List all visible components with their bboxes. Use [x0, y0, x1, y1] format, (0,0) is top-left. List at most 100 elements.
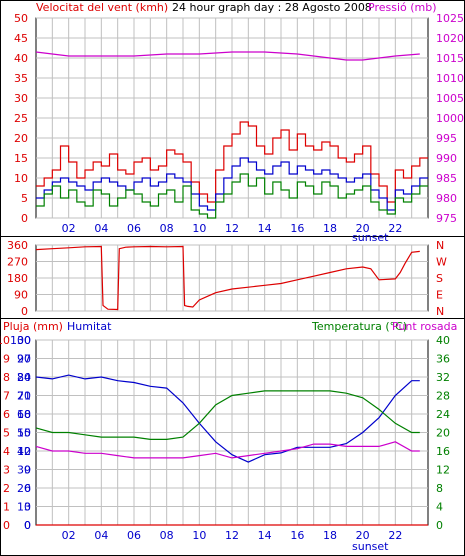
temperature-right-tick-label: 8 — [436, 482, 443, 495]
humidity-line — [35, 374, 420, 463]
pressure-tick-label: 1020 — [436, 32, 464, 45]
rain-tick-label: 2 — [3, 482, 10, 495]
hour-tick-label-bottom: 04 — [94, 529, 108, 542]
temperature-right-tick-label: 20 — [436, 427, 450, 440]
temperature-left-tick-label: 30 — [17, 334, 31, 347]
hour-tick-label-top: 20 — [356, 222, 370, 235]
hour-tick-label-top: 12 — [225, 222, 239, 235]
wind-direction-degree-label: 0 — [21, 305, 28, 318]
hour-tick-label-top: 06 — [127, 222, 141, 235]
wind-speed-tick-label: 20 — [14, 132, 28, 145]
compass-point-label: W — [436, 256, 447, 269]
humidity-tick-label: 30 — [17, 464, 31, 477]
temperature-right-tick-label: 4 — [436, 501, 443, 514]
hour-tick-label-top: 14 — [258, 222, 272, 235]
wind-average-line — [36, 157, 428, 211]
temperature-right-tick-label: 24 — [436, 408, 450, 421]
temperature-right-tick-label: 40 — [436, 334, 450, 347]
hour-tick-label-bottom: 08 — [160, 529, 174, 542]
wind-speed-tick-label: 25 — [14, 112, 28, 125]
hour-tick-label-top: 18 — [323, 222, 337, 235]
humidity-tick-label: 100 — [10, 334, 31, 347]
temperature-line — [35, 390, 420, 440]
rain-tick-label: 10 — [0, 334, 10, 347]
humidity-tick-label: 50 — [17, 427, 31, 440]
pressure-tick-label: 1005 — [436, 92, 464, 105]
hour-tick-label-bottom: 14 — [258, 529, 272, 542]
hour-tick-label-top: 08 — [160, 222, 174, 235]
rain-tick-label: 4 — [3, 445, 10, 458]
pressure-tick-label: 995 — [436, 132, 457, 145]
hour-tick-label-bottom: 12 — [225, 529, 239, 542]
wind-speed-tick-label: 50 — [14, 12, 28, 25]
pressure-axis-title: Pressió (mb) — [368, 1, 437, 14]
wind-direction-degree-label: 90 — [14, 289, 28, 302]
temperature-left-tick-label: 3 — [24, 501, 31, 514]
humidity-tick-label: 10 — [17, 501, 31, 514]
wind-speed-axis-title: Velocitat del vent (kmh) — [36, 1, 168, 14]
wind-direction-line — [35, 245, 420, 311]
rain-tick-label: 5 — [3, 427, 10, 440]
wind-speed-tick-label: 15 — [14, 152, 28, 165]
hour-tick-label-top: 02 — [62, 222, 76, 235]
pressure-line — [35, 51, 420, 61]
wind-speed-tick-label: 5 — [21, 192, 28, 205]
temperature-left-tick-label: 24 — [17, 371, 31, 384]
temperature-right-tick-label: 12 — [436, 464, 450, 477]
label-layer: 0510152025303540455097598098599099510001… — [0, 12, 464, 542]
temperature-right-tick-label: 16 — [436, 445, 450, 458]
compass-point-label: N — [436, 305, 444, 318]
sunset-marker-label-top: sunset — [352, 231, 389, 244]
humidity-tick-label: 0 — [24, 519, 31, 532]
humidity-tick-label: 90 — [17, 353, 31, 366]
wind-speed-tick-label: 45 — [14, 32, 28, 45]
dewpoint-line — [35, 441, 420, 459]
pressure-tick-label: 1000 — [436, 112, 464, 125]
wind-speed-tick-label: 40 — [14, 52, 28, 65]
humidity-tick-label: 80 — [17, 371, 31, 384]
pressure-tick-label: 985 — [436, 172, 457, 185]
compass-point-label: N — [436, 239, 444, 252]
rain-tick-label: 3 — [3, 464, 10, 477]
rain-tick-label: 1 — [3, 501, 10, 514]
rain-tick-label: 7 — [3, 390, 10, 403]
rain-tick-label: 6 — [3, 408, 10, 421]
temperature-left-tick-label: 15 — [17, 427, 31, 440]
temperature-left-tick-label: 6 — [24, 482, 31, 495]
temperature-left-tick-label: 21 — [17, 390, 31, 403]
sunset-marker-label-bottom: sunset — [352, 540, 389, 553]
hour-tick-label-bottom: 18 — [323, 529, 337, 542]
hour-tick-label-bottom: 10 — [192, 529, 206, 542]
hour-tick-label-bottom: 16 — [290, 529, 304, 542]
hour-tick-label-top: 22 — [388, 222, 402, 235]
pressure-tick-label: 990 — [436, 152, 457, 165]
temperature-left-tick-label: 12 — [17, 445, 31, 458]
rain-tick-label: 9 — [3, 353, 10, 366]
compass-point-label: S — [436, 272, 443, 285]
pressure-tick-label: 975 — [436, 212, 457, 225]
hour-tick-label-bottom: 02 — [62, 529, 76, 542]
temperature-left-tick-label: 9 — [24, 464, 31, 477]
hour-tick-label-bottom: 22 — [388, 529, 402, 542]
pressure-tick-label: 1015 — [436, 52, 464, 65]
chart-title: 24 hour graph day : 28 Agosto 2008 — [172, 1, 372, 14]
wind-speed-tick-label: 35 — [14, 72, 28, 85]
dewpoint-axis-title: Punt rosada — [392, 320, 457, 333]
pressure-tick-label: 1025 — [436, 12, 464, 25]
wind-speed-tick-label: 0 — [21, 212, 28, 225]
humidity-tick-label: 60 — [17, 408, 31, 421]
pressure-tick-label: 1010 — [436, 72, 464, 85]
wind-direction-degree-label: 360 — [7, 239, 28, 252]
wind-speed-line — [36, 173, 428, 219]
pressure-tick-label: 980 — [436, 192, 457, 205]
wind-speed-tick-label: 10 — [14, 172, 28, 185]
hour-tick-label-bottom: 06 — [127, 529, 141, 542]
wind-direction-degree-label: 270 — [7, 256, 28, 269]
temperature-left-tick-label: 27 — [17, 353, 31, 366]
humidity-tick-label: 40 — [17, 445, 31, 458]
wind-speed-tick-label: 30 — [14, 92, 28, 105]
rain-tick-label: 0 — [3, 519, 10, 532]
series-layer — [35, 51, 428, 526]
